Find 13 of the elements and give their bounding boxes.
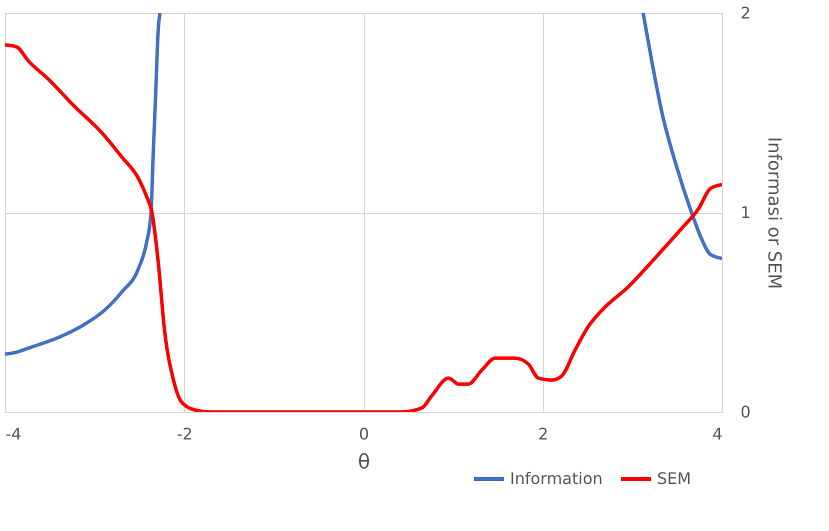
- legend-label: SEM: [657, 469, 692, 488]
- y-tick-label: 1: [740, 203, 751, 222]
- x-tick-label: 0: [358, 424, 370, 444]
- y-axis-title: Informasi or SEM: [764, 136, 785, 290]
- y-tick-label: 0: [740, 402, 751, 422]
- legend-label: Information: [510, 469, 603, 488]
- line-series: [5, 43, 722, 412]
- x-tick-label: -2: [176, 424, 193, 444]
- x-axis-title: θ: [358, 450, 370, 474]
- x-tick-label: 2: [538, 424, 548, 444]
- x-tick-label: 4: [712, 424, 722, 444]
- y-tick-label: 2: [740, 4, 751, 22]
- x-tick-label: -4: [6, 424, 22, 444]
